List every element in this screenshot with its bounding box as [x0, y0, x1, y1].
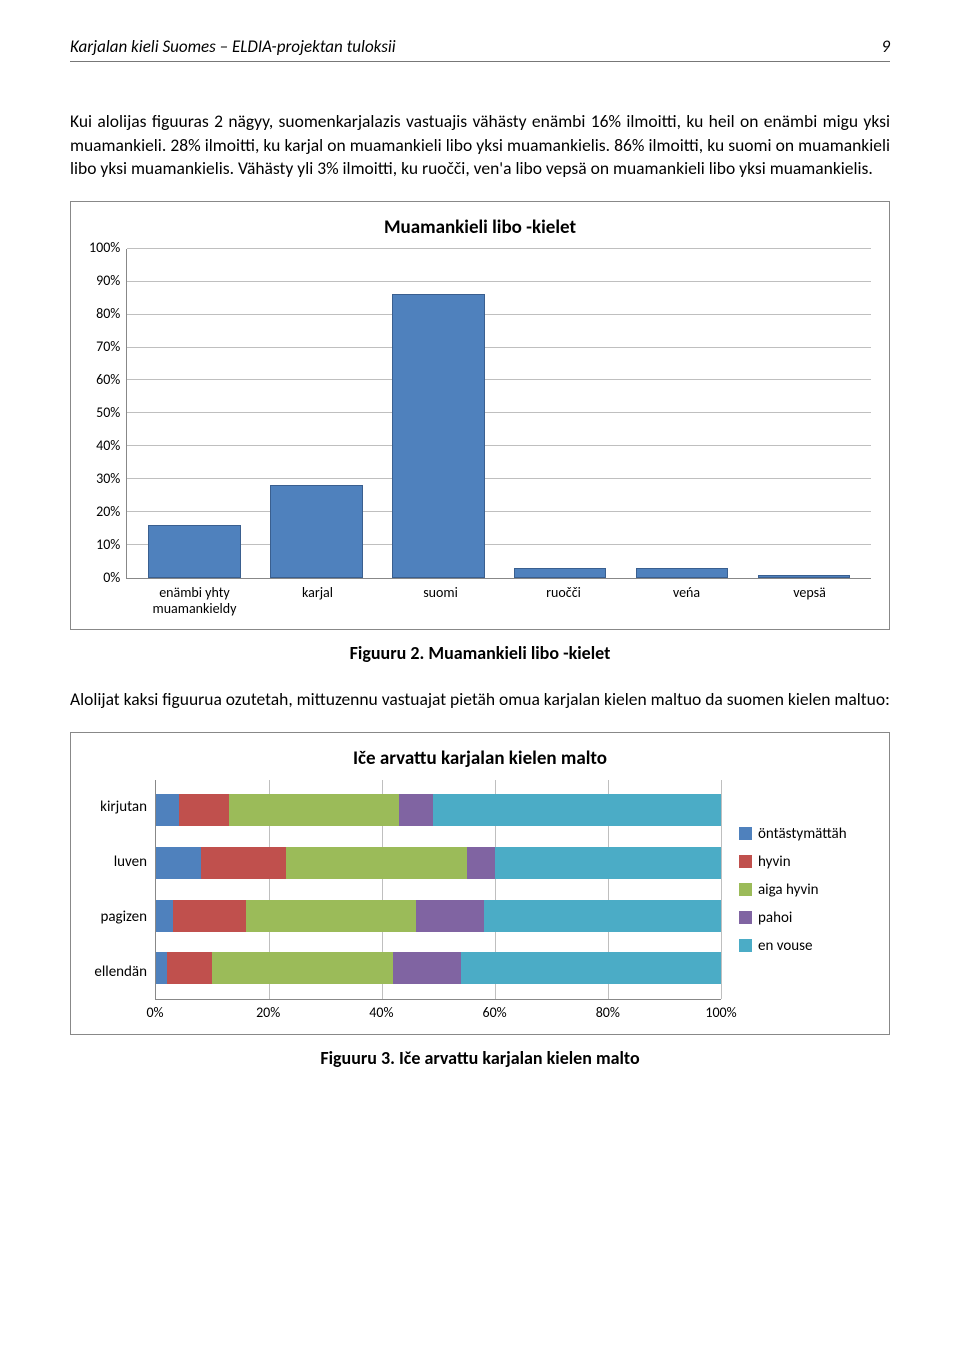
- stacked-chart-xtick: 100%: [705, 1004, 736, 1021]
- stacked-bar-segment: [173, 900, 246, 932]
- stacked-bar-segment: [156, 900, 173, 932]
- stacked-chart-row-label: luven: [89, 855, 147, 870]
- stacked-chart: kirjutan luven pagizen ellendän öntästymätt…: [89, 780, 871, 1000]
- stacked-chart-ylabels: kirjutan luven pagizen ellendän: [89, 780, 155, 1000]
- bar-chart-yaxis: 100%90%80%70%60%50%40%30%20%10%0%: [89, 249, 126, 579]
- bar-chart-xlabel: veńa: [625, 585, 748, 617]
- bar: [514, 568, 607, 578]
- bar: [148, 525, 241, 578]
- stacked-bar-segment: [495, 847, 721, 879]
- stacked-bar-segment: [156, 847, 201, 879]
- bar-chart-box: Muamankieli libo -kielet 100%90%80%70%60…: [70, 201, 890, 630]
- stacked-bar-segment: [286, 847, 467, 879]
- legend-item: öntästymättäh: [739, 825, 871, 843]
- stacked-chart-xtick: 80%: [596, 1004, 620, 1021]
- page-number: 9: [881, 36, 890, 57]
- bar-chart-title: Muamankieli libo -kielet: [89, 216, 871, 239]
- stacked-chart-xtick: 40%: [369, 1004, 393, 1021]
- stacked-chart-row-label: ellendän: [89, 965, 147, 980]
- stacked-chart-row-label: pagizen: [89, 910, 147, 925]
- stacked-bar-row: [156, 952, 721, 984]
- legend-swatch: [739, 827, 752, 840]
- stacked-bar-segment: [393, 952, 461, 984]
- stacked-chart-box: Iče arvattu karjalan kielen malto kirjut…: [70, 732, 890, 1035]
- paragraph-2: Alolijat kaksi figuurua ozutetah, mittuz…: [70, 688, 890, 712]
- stacked-chart-xaxis: 0% 20% 40% 60% 80% 100%: [89, 1004, 871, 1022]
- legend-swatch: [739, 883, 752, 896]
- stacked-bar-segment: [433, 794, 721, 826]
- legend-item: aiga hyvin: [739, 881, 871, 899]
- bar-chart-xlabel: vepsä: [748, 585, 871, 617]
- stacked-chart-xtick: 60%: [482, 1004, 506, 1021]
- stacked-chart-plot: [155, 780, 721, 1000]
- figure-3-caption: Figuuru 3. Iče arvattu karjalan kielen m…: [70, 1047, 890, 1069]
- bar-chart-xlabel: ruočči: [502, 585, 625, 617]
- legend-swatch: [739, 911, 752, 924]
- stacked-bar-segment: [229, 794, 399, 826]
- bar-chart-xlabel: karjal: [256, 585, 379, 617]
- stacked-bar-row: [156, 794, 721, 826]
- stacked-chart-xtick: 0%: [146, 1004, 163, 1021]
- stacked-bar-segment: [201, 847, 286, 879]
- stacked-chart-row-label: kirjutan: [89, 800, 147, 815]
- legend-label: aiga hyvin: [758, 881, 819, 899]
- bar: [270, 485, 363, 577]
- bar-chart-xlabel: suomi: [379, 585, 502, 617]
- bar-chart-plot: [126, 249, 871, 579]
- legend-label: en vouse: [758, 937, 813, 955]
- bar-chart-xlabel: enämbi yhtymuamankieldy: [133, 585, 256, 617]
- stacked-bar-segment: [484, 900, 721, 932]
- stacked-bar-segment: [246, 900, 416, 932]
- stacked-bar-segment: [467, 847, 495, 879]
- running-head: Karjalan kieli Suomes – ELDIA-projektan …: [70, 36, 890, 62]
- bar: [392, 294, 485, 578]
- bar: [636, 568, 729, 578]
- legend-item: en vouse: [739, 937, 871, 955]
- figure-2-caption: Figuuru 2. Muamankieli libo -kielet: [70, 642, 890, 664]
- stacked-bar-segment: [156, 952, 167, 984]
- stacked-bar-segment: [179, 794, 230, 826]
- bar-chart: 100%90%80%70%60%50%40%30%20%10%0%: [89, 249, 871, 579]
- legend-swatch: [739, 939, 752, 952]
- bar: [758, 575, 851, 578]
- stacked-bar-segment: [167, 952, 212, 984]
- stacked-bar-row: [156, 900, 721, 932]
- running-title: Karjalan kieli Suomes – ELDIA-projektan …: [70, 36, 396, 57]
- stacked-chart-xtick: 20%: [256, 1004, 280, 1021]
- stacked-bar-segment: [461, 952, 721, 984]
- stacked-bar-row: [156, 847, 721, 879]
- stacked-bar-segment: [156, 794, 179, 826]
- stacked-bar-segment: [212, 952, 393, 984]
- legend-item: pahoi: [739, 909, 871, 927]
- stacked-chart-legend: öntästymättäh hyvin aiga hyvin pahoi en vous…: [721, 780, 871, 1000]
- legend-item: hyvin: [739, 853, 871, 871]
- stacked-bar-segment: [399, 794, 433, 826]
- bar-chart-xaxis: enämbi yhtymuamankieldykarjalsuomiruočči…: [89, 585, 871, 617]
- stacked-chart-title: Iče arvattu karjalan kielen malto: [89, 747, 871, 770]
- stacked-bar-segment: [416, 900, 484, 932]
- paragraph-1: Kui alolijas figuuras 2 nägyy, suomenkar…: [70, 110, 890, 181]
- legend-label: öntästymättäh: [758, 825, 847, 843]
- legend-swatch: [739, 855, 752, 868]
- legend-label: hyvin: [758, 853, 791, 871]
- legend-label: pahoi: [758, 909, 792, 927]
